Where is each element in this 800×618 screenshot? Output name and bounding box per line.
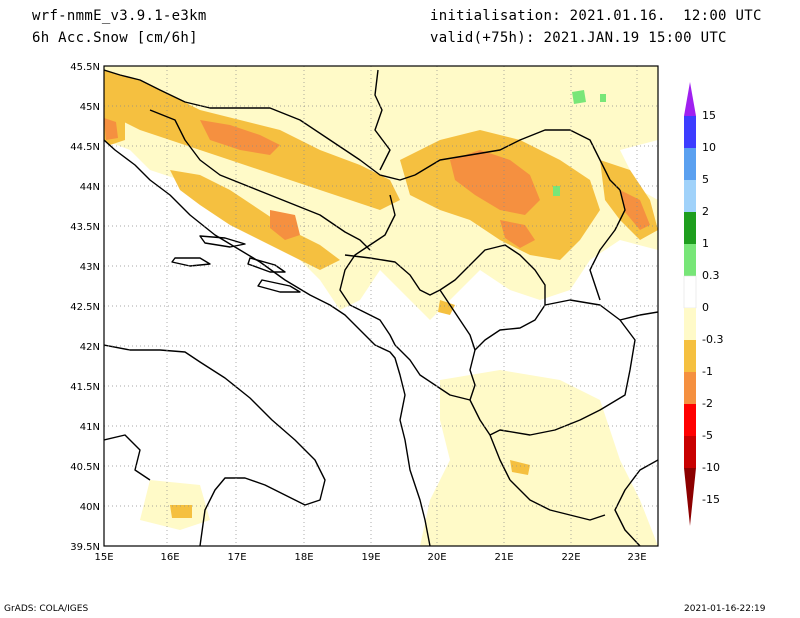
- colorbar-segment: [684, 116, 696, 148]
- colorbar-segment: [684, 404, 696, 436]
- lon-tick-label: 18E: [294, 552, 313, 563]
- colorbar-segment: [684, 308, 696, 340]
- colorbar-segment: [684, 436, 696, 468]
- lat-tick-label: 43.5N: [70, 222, 100, 233]
- colorbar-label: -15: [702, 493, 720, 506]
- colorbar-label: -5: [702, 429, 713, 442]
- lat-tick-label: 45N: [80, 102, 100, 113]
- footer-credit: GrADS: COLA/IGES: [4, 604, 89, 614]
- lon-tick-label: 23E: [627, 552, 646, 563]
- lat-tick-label: 40.5N: [70, 462, 100, 473]
- colorbar-segment: [684, 212, 696, 244]
- colorbar-label: 1: [702, 237, 709, 250]
- lon-tick-label: 17E: [227, 552, 246, 563]
- colorbar-label: -10: [702, 461, 720, 474]
- colorbar-label: 5: [702, 173, 709, 186]
- lat-tick-label: 41.5N: [70, 382, 100, 393]
- lon-axis: 15E 16E 17E 18E 19E 20E 21E 22E 23E: [94, 552, 646, 563]
- lon-tick-label: 16E: [160, 552, 179, 563]
- colorbar: 15 10 5 2 1 0.3 0 -0.3 -1 -2 -5 -10 -15: [683, 82, 723, 526]
- colorbar-segment: [684, 372, 696, 404]
- colorbar-label: -2: [702, 397, 713, 410]
- colorbar-segment: [684, 180, 696, 212]
- lon-tick-label: 20E: [427, 552, 446, 563]
- lat-tick-label: 44N: [80, 182, 100, 193]
- colorbar-bottom-arrow: [684, 468, 696, 526]
- grid-lines: [104, 66, 658, 546]
- lat-tick-label: 44.5N: [70, 142, 100, 153]
- field-title: 6h Acc.Snow [cm/6h]: [32, 30, 198, 46]
- colorbar-label: 15: [702, 109, 716, 122]
- lon-tick-label: 22E: [561, 552, 580, 563]
- lat-tick-label: 41N: [80, 422, 100, 433]
- lon-tick-label: 15E: [94, 552, 113, 563]
- lat-axis: 45.5N 45N 44.5N 44N 43.5N 43N 42.5N 42N …: [70, 62, 100, 553]
- colorbar-label: 10: [702, 141, 716, 154]
- lon-tick-label: 19E: [361, 552, 380, 563]
- colorbar-segment: [684, 244, 696, 276]
- colorbar-label: 2: [702, 205, 709, 218]
- colorbar-label: -1: [702, 365, 713, 378]
- valid-time: valid(+75h): 2021.JAN.19 15:00 UTC: [430, 30, 727, 46]
- lat-tick-label: 42N: [80, 342, 100, 353]
- footer-timestamp: 2021-01-16-22:19: [684, 604, 766, 614]
- lon-tick-label: 21E: [494, 552, 513, 563]
- lat-tick-label: 39.5N: [70, 542, 100, 553]
- lat-tick-label: 45.5N: [70, 62, 100, 73]
- colorbar-top-arrow: [684, 82, 696, 116]
- colorbar-label: 0.3: [702, 269, 720, 282]
- colorbar-label: 0: [702, 301, 709, 314]
- lat-tick-label: 43N: [80, 262, 100, 273]
- init-time: initialisation: 2021.01.16. 12:00 UTC: [430, 8, 762, 24]
- lat-tick-label: 42.5N: [70, 302, 100, 313]
- colorbar-segment: [684, 340, 696, 372]
- map-frame: [103, 65, 659, 547]
- model-title: wrf-nmmE_v3.9.1-e3km: [32, 8, 207, 24]
- snow-field: [104, 66, 658, 546]
- colorbar-segment: [683, 275, 697, 309]
- colorbar-label: -0.3: [702, 333, 723, 346]
- colorbar-segment: [684, 148, 696, 180]
- lat-tick-label: 40N: [80, 502, 100, 513]
